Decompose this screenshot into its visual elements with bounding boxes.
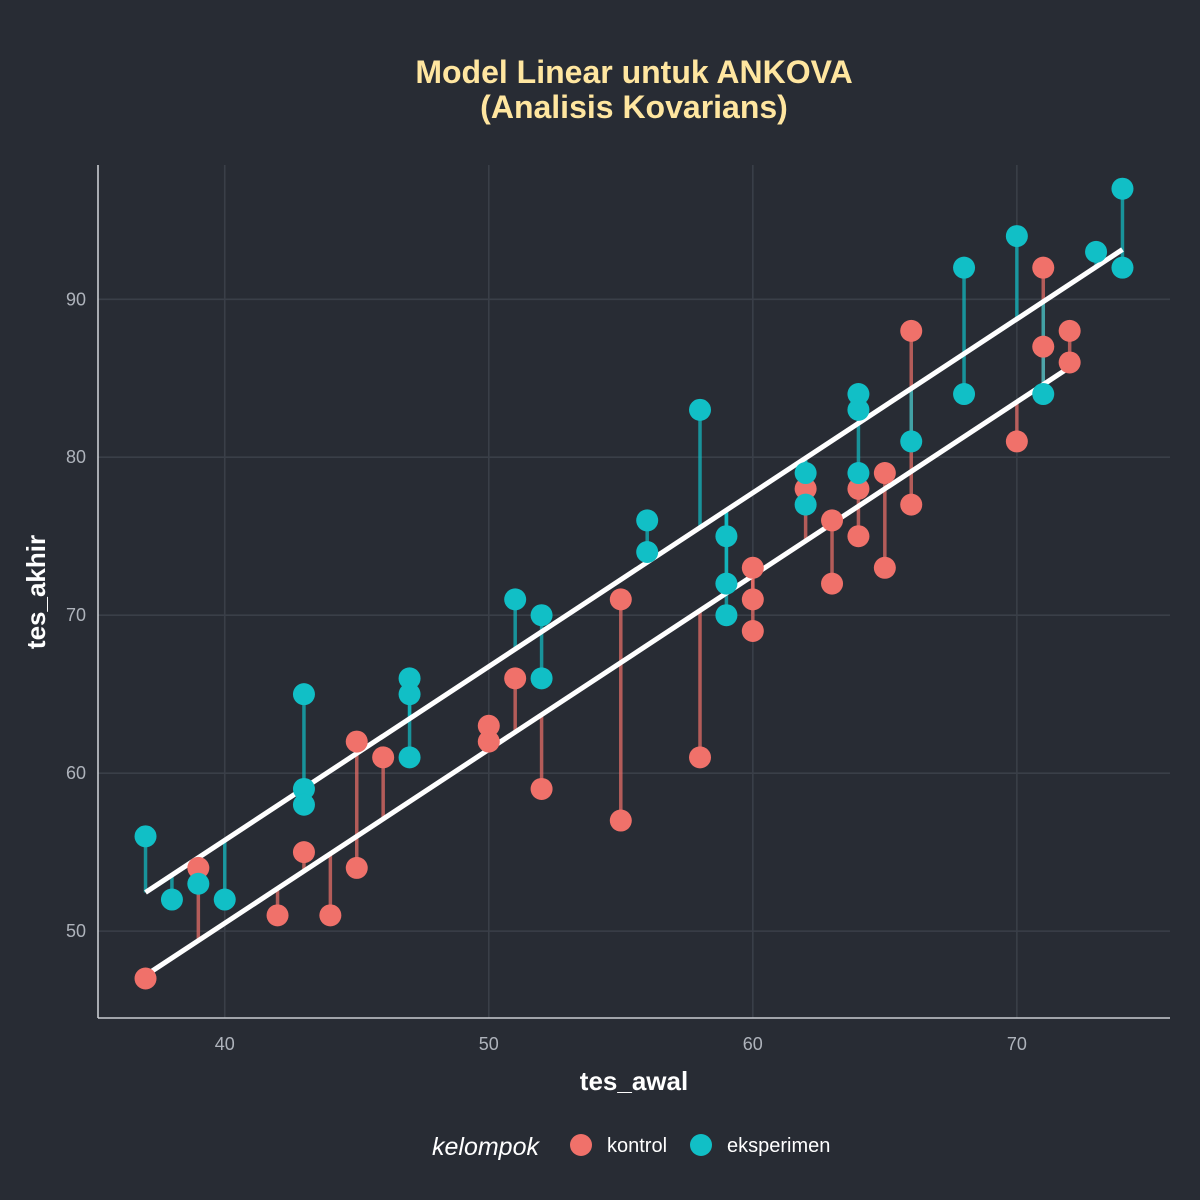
legend-title: kelompok: [432, 1133, 540, 1161]
x-tick-label-1: 50: [479, 1034, 499, 1054]
point-kontrol-31: [1058, 351, 1081, 374]
point-eksperimen-4: [292, 683, 315, 706]
point-eksperimen-2: [187, 872, 210, 895]
point-eksperimen-9: [398, 746, 421, 769]
point-kontrol-13: [609, 809, 632, 832]
point-eksperimen-29: [1085, 240, 1108, 263]
point-kontrol-20: [821, 572, 844, 595]
point-kontrol-5: [345, 730, 368, 753]
point-kontrol-0: [134, 967, 157, 990]
point-kontrol-15: [741, 556, 764, 579]
point-eksperimen-30: [1111, 177, 1134, 200]
legend-label-eksperimen: eksperimen: [727, 1135, 830, 1157]
tick-labels: 40 50 60 70 50 60 70 80 90: [66, 289, 1027, 1054]
point-kontrol-24: [873, 556, 896, 579]
point-eksperimen-12: [530, 667, 553, 690]
point-kontrol-28: [1032, 256, 1055, 279]
point-kontrol-1: [187, 856, 210, 879]
fit-lines: [144, 247, 1124, 978]
y-tick-label-4: 90: [66, 289, 86, 309]
point-eksperimen-15: [689, 398, 712, 421]
y-tick-label-2: 70: [66, 605, 86, 625]
point-kontrol-11: [530, 777, 553, 800]
fit-line-kontrol: [144, 365, 1072, 978]
axes: [97, 165, 1170, 1019]
point-eksperimen-5: [292, 777, 315, 800]
y-tick-label-1: 60: [66, 763, 86, 783]
point-kontrol-25: [900, 319, 923, 342]
point-kontrol-21: [847, 477, 870, 500]
grid-lines: [98, 165, 1170, 1018]
y-axis-title: tes_akhir: [21, 535, 51, 649]
point-kontrol-27: [1005, 430, 1028, 453]
point-kontrol-29: [1032, 335, 1055, 358]
y-tick-label-3: 80: [66, 447, 86, 467]
legend-key-kontrol: [570, 1134, 592, 1156]
point-eksperimen-3: [213, 888, 236, 911]
legend-key-eksperimen: [690, 1134, 712, 1156]
point-kontrol-8: [477, 714, 500, 737]
point-eksperimen-16: [715, 525, 738, 548]
point-eksperimen-21: [847, 383, 870, 406]
y-tick-label-0: 50: [66, 921, 86, 941]
x-tick-label-2: 60: [743, 1034, 763, 1054]
point-eksperimen-8: [398, 683, 421, 706]
point-kontrol-17: [741, 619, 764, 642]
point-kontrol-3: [292, 841, 315, 864]
chart-title-line-1: Model Linear untuk ANKOVA: [415, 54, 852, 90]
point-kontrol-19: [821, 509, 844, 532]
point-eksperimen-14: [636, 541, 659, 564]
point-kontrol-12: [609, 588, 632, 611]
point-eksperimen-27: [1005, 225, 1028, 248]
point-eksperimen-26: [953, 383, 976, 406]
point-kontrol-30: [1058, 319, 1081, 342]
point-eksperimen-23: [847, 462, 870, 485]
point-kontrol-26: [900, 493, 923, 516]
point-eksperimen-18: [715, 604, 738, 627]
point-kontrol-22: [847, 525, 870, 548]
point-eksperimen-17: [715, 572, 738, 595]
point-kontrol-4: [319, 904, 342, 927]
residual-segments: [143, 188, 1125, 979]
chart-title-line-2: (Analisis Kovarians): [480, 89, 788, 125]
legend: kelompok kontrol eksperimen: [432, 1133, 830, 1161]
point-eksperimen-24: [900, 430, 923, 453]
point-eksperimen-13: [636, 509, 659, 532]
point-kontrol-10: [504, 667, 527, 690]
legend-label-kontrol: kontrol: [607, 1135, 667, 1157]
point-kontrol-14: [689, 746, 712, 769]
point-eksperimen-7: [398, 667, 421, 690]
point-eksperimen-10: [504, 588, 527, 611]
point-kontrol-9: [477, 730, 500, 753]
point-eksperimen-25: [953, 256, 976, 279]
fit-line-eksperimen: [144, 247, 1124, 895]
point-kontrol-16: [741, 588, 764, 611]
point-eksperimen-20: [794, 493, 817, 516]
point-kontrol-7: [372, 746, 395, 769]
point-kontrol-6: [345, 856, 368, 879]
point-eksperimen-28: [1032, 383, 1055, 406]
point-kontrol-2: [266, 904, 289, 927]
point-kontrol-23: [873, 462, 896, 485]
point-eksperimen-31: [1111, 256, 1134, 279]
x-axis-title: tes_awal: [580, 1066, 688, 1096]
x-tick-label-0: 40: [215, 1034, 235, 1054]
data-points: [134, 177, 1134, 990]
point-eksperimen-0: [134, 825, 157, 848]
x-tick-label-3: 70: [1007, 1034, 1027, 1054]
point-eksperimen-1: [160, 888, 183, 911]
point-eksperimen-22: [847, 398, 870, 421]
point-eksperimen-6: [292, 793, 315, 816]
point-eksperimen-19: [794, 462, 817, 485]
point-eksperimen-11: [530, 604, 553, 627]
point-kontrol-18: [794, 477, 817, 500]
